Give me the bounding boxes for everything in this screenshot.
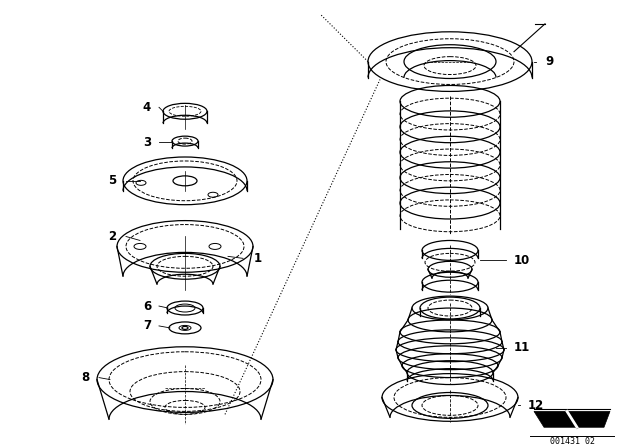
Text: 6: 6 bbox=[143, 300, 151, 313]
Text: 1: 1 bbox=[254, 252, 262, 265]
Text: 9: 9 bbox=[546, 55, 554, 68]
Text: 001431 02: 001431 02 bbox=[550, 437, 595, 446]
Text: 2: 2 bbox=[108, 230, 116, 243]
Text: 4: 4 bbox=[143, 101, 151, 114]
Text: 3: 3 bbox=[143, 136, 151, 149]
Text: 5: 5 bbox=[108, 174, 116, 187]
Text: 12: 12 bbox=[528, 399, 544, 412]
Polygon shape bbox=[534, 411, 610, 427]
Ellipse shape bbox=[368, 32, 532, 91]
Text: 11: 11 bbox=[514, 341, 530, 354]
Text: 7: 7 bbox=[143, 319, 151, 332]
Text: 8: 8 bbox=[81, 371, 89, 384]
Text: 10: 10 bbox=[514, 254, 530, 267]
